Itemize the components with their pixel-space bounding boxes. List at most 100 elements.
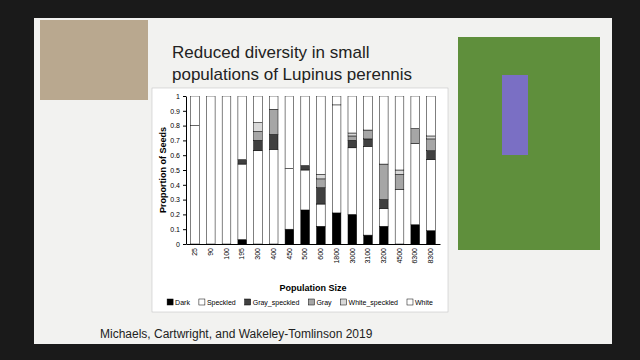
tick: 0.6 [170,152,186,159]
legend-item: Gray_speckled [245,299,300,307]
axis-line [186,97,187,245]
tick-label: 450 [286,248,293,260]
bar-segment [191,96,200,126]
series [254,109,436,199]
bar-segment [317,204,326,226]
bar-segment [317,179,326,188]
bar-segment [238,96,247,160]
tick-label: 0.1 [170,226,180,233]
bar-segment [222,96,231,97]
tick-label: 0.8 [170,122,180,129]
bar-segment [269,134,278,149]
tick-mark [183,244,186,245]
tick: 0 [176,241,186,248]
tick: 3100 [364,248,371,264]
bar-segment [364,130,373,139]
tick-label: 600 [317,248,324,260]
bar-segment [427,139,436,151]
legend-item: White [407,299,433,306]
tick-mark [183,126,186,127]
x-axis: 2590100195300400450500600180030003100320… [187,245,441,264]
bar-segment [301,170,310,210]
tick-label: 195 [238,248,245,260]
bar-segment [411,225,420,244]
bar-segment [364,139,373,146]
bar-segment [269,109,278,134]
legend: DarkSpeckledGray_speckledGrayWhite_speck… [167,299,433,307]
tick: 25 [191,248,198,256]
series [238,134,435,208]
bar-segment [285,169,294,230]
tick: 8300 [427,248,434,264]
tick-mark [183,155,186,156]
bar-segment [379,226,388,244]
x-axis-title: Population Size [279,283,346,293]
bar-segment [317,96,326,174]
bar-segment [395,174,404,189]
tick-mark [183,96,186,97]
tick-mark [183,111,186,112]
bar-segment [238,240,247,244]
tick-label: 400 [270,248,277,260]
legend-item: Dark [167,299,190,306]
bar-segment [206,96,215,97]
title: Reduced diversity in smallpopulations of… [172,43,412,84]
legend-swatch [407,299,413,305]
series [191,96,436,244]
bar-segment [206,96,215,97]
bar-segment [269,149,278,244]
tick: 0.2 [170,211,186,218]
bar-segment [427,136,436,139]
bar-segment [348,133,357,136]
tick-label: 0.3 [170,196,180,203]
bar-segment [285,96,294,169]
tick: 0.3 [170,196,186,203]
tick-label: 8300 [427,248,434,264]
tick: 0.4 [170,182,186,189]
bar-segment [379,208,388,226]
bar-segment [254,151,263,244]
lupine-flower [502,75,528,155]
tick: 300 [254,248,261,260]
bar-segment [379,96,388,164]
bar-segment [395,170,404,174]
bar-segment [238,164,247,239]
tick-label: 6300 [411,248,418,264]
bar-segment [238,160,247,164]
tick-mark [183,200,186,201]
tick: 1 [176,93,186,100]
legend-item: White_speckled [341,299,399,307]
bar-segment [317,226,326,244]
tick-label: 0.5 [170,167,180,174]
tick-label: 0.6 [170,152,180,159]
legend-label: Gray_speckled [253,299,300,307]
tick: 0.7 [170,137,186,144]
tick: 3000 [349,248,356,264]
tick: 0.8 [170,122,186,129]
citation: Michaels, Cartwright, and Wakeley-Tomlin… [100,327,373,341]
tick-label: 0 [176,241,180,248]
legend-item: Gray [308,299,332,307]
slide-background [34,18,612,344]
bar-segment [317,174,326,178]
bar-segment [364,96,373,130]
bar-segment [222,96,231,244]
tick-mark [183,140,186,141]
legend-label: Gray [316,299,332,307]
tick-label: 500 [301,248,308,260]
tick: 3200 [380,248,387,264]
tick-label: 25 [191,248,198,256]
slide: Reduced diversity in smallpopulations of… [0,0,640,360]
tick-label: 3100 [364,248,371,264]
bar-segment [427,96,436,136]
bar-segment [364,146,373,235]
bar-segment [411,143,420,224]
bar-segment [222,96,231,97]
tick: 90 [207,248,214,256]
bar-segment [348,140,357,147]
bar-segment [348,96,357,133]
tick: 6300 [411,248,418,264]
bar-segment [206,96,215,97]
series [254,123,436,179]
tick-label: 0.7 [170,137,180,144]
